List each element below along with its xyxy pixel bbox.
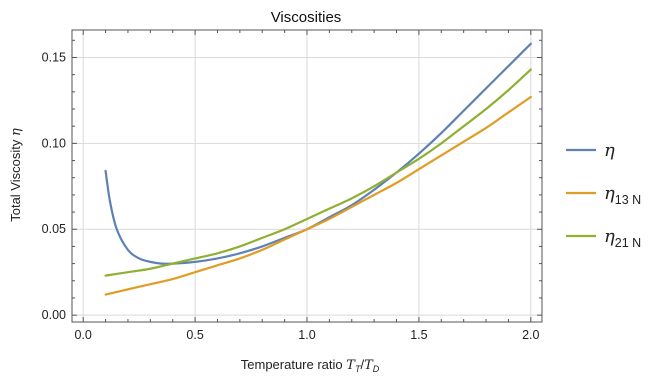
y-tick-label: 0.00 [42,308,66,322]
grid [72,30,542,322]
legend-label-2: η13 N [604,183,641,207]
legend-label-subscript: 21 N [615,236,641,250]
x-axis-title-prefix: Temperature ratio [241,357,347,372]
x-tick-label: 0.0 [74,328,91,342]
x-axis-title-denominator-sub: D [373,364,380,374]
series-lines [104,42,532,296]
x-axis-title-denominator: T [364,358,374,373]
x-tick-label: 2.0 [522,328,539,342]
tick-labels: 0.0 0.5 1.0 1.5 2.0 0.00 0.05 0.10 0.15 [42,50,540,342]
x-axis-title-numerator: T [346,358,356,373]
legend-label-1: η [604,140,615,161]
series-line-2 [104,95,532,296]
x-tick-label: 1.5 [410,328,427,342]
x-tick-label: 0.5 [186,328,203,342]
x-axis-title-numerator-sub: T [355,364,362,374]
chart-title: Viscosities [271,9,342,26]
legend-label-symbol: η [604,226,615,247]
series-line-3 [104,68,532,277]
tick-marks [72,30,542,322]
legend-label-symbol: η [604,140,615,161]
y-tick-label: 0.15 [42,50,66,64]
x-tick-label: 1.0 [298,328,315,342]
y-tick-label: 0.10 [42,136,66,150]
y-axis-title-text: Total Viscosity [8,136,23,222]
y-axis-title: Total Viscosity η [8,128,24,222]
legend-label-symbol: η [604,183,615,204]
x-axis-title-slash: / [360,357,364,372]
x-axis-title: Temperature ratio TT/TD [241,357,380,374]
series-line-1 [104,42,532,265]
y-axis-title-symbol: η [9,128,24,136]
legend-label-subscript: 13 N [615,193,641,207]
y-tick-label: 0.05 [42,222,66,236]
legend-label-3: η21 N [604,226,641,250]
